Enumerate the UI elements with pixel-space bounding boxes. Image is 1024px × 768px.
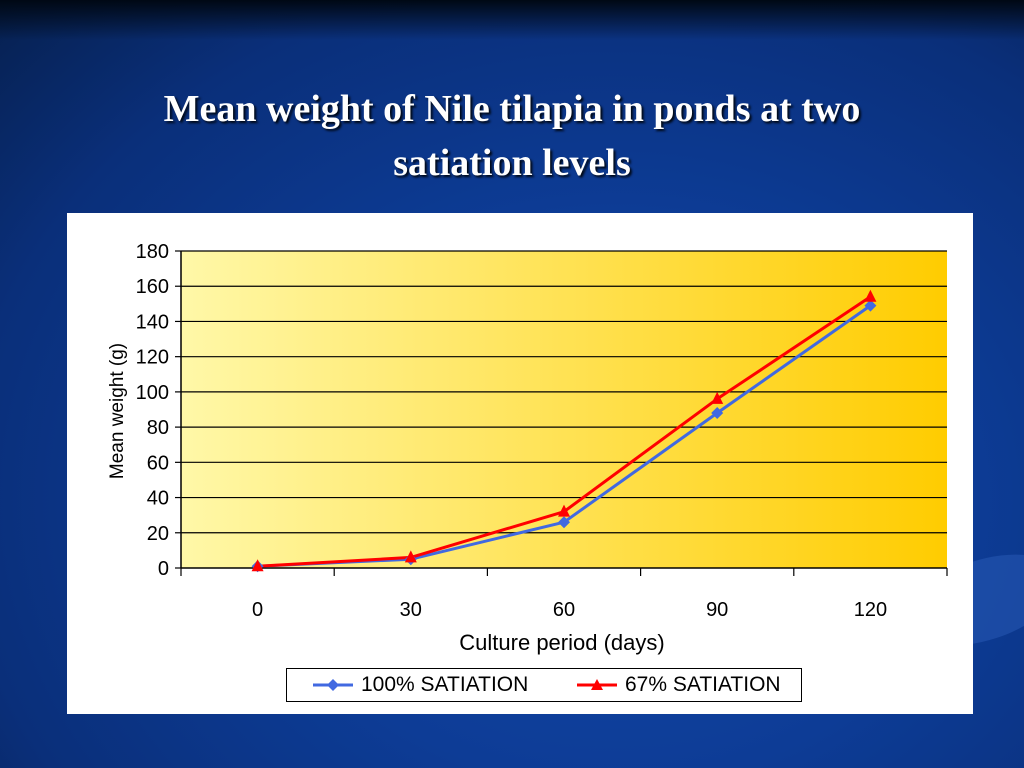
data-point-series-1 (558, 516, 570, 529)
data-point-series-1 (711, 407, 724, 420)
x-tick-label: 60 (553, 599, 575, 621)
slide-title-line-1: Mean weight of Nile tilapia in ponds at … (163, 88, 861, 130)
y-tick-label: 20 (147, 523, 169, 545)
x-tick-label: 0 (252, 599, 263, 621)
y-tick-label: 120 (136, 347, 169, 369)
y-tick-label: 80 (147, 417, 169, 439)
line-chart: 0 20 40 60 80 100 120 140 160 180 0 30 60 90 120 Cultu… (107, 241, 948, 655)
y-axis-title: Mean weight (g) (107, 343, 128, 479)
y-tick-label: 160 (136, 276, 169, 298)
y-tick-label: 0 (158, 558, 169, 580)
y-tick-label: 60 (147, 452, 169, 474)
x-axis-title: Culture period (days) (459, 630, 664, 655)
y-tick-label: 180 (136, 241, 169, 263)
x-tick-label: 120 (854, 599, 887, 621)
data-point-series-2 (251, 559, 264, 572)
x-tick-label: 90 (706, 599, 728, 621)
chart-legend: 100% SATIATION 67% SATIATION (286, 668, 802, 702)
data-point-series-2 (711, 391, 724, 404)
y-tick-label: 100 (136, 382, 169, 404)
x-tick-label: 30 (400, 599, 422, 621)
y-tick-label: 40 (147, 488, 169, 510)
data-point-series-2 (558, 504, 570, 517)
legend-swatch-diamond-icon (313, 679, 353, 691)
slide-title-line-2: satiation levels (393, 142, 631, 184)
data-point-series-1 (864, 299, 877, 312)
data-point-series-2 (404, 550, 417, 563)
legend-label-series-1: 100% SATIATION (361, 673, 529, 696)
top-band (0, 0, 1024, 40)
y-tick-label: 140 (136, 311, 169, 333)
legend-swatch-triangle-icon (577, 679, 617, 690)
slide-title: Mean weight of Nile tilapia in ponds at … (60, 82, 964, 190)
chart-panel: 0 20 40 60 80 100 120 140 160 180 0 30 60 90 120 Cultu… (67, 213, 973, 714)
legend-label-series-2: 67% SATIATION (625, 673, 781, 696)
data-point-series-2 (864, 289, 877, 302)
